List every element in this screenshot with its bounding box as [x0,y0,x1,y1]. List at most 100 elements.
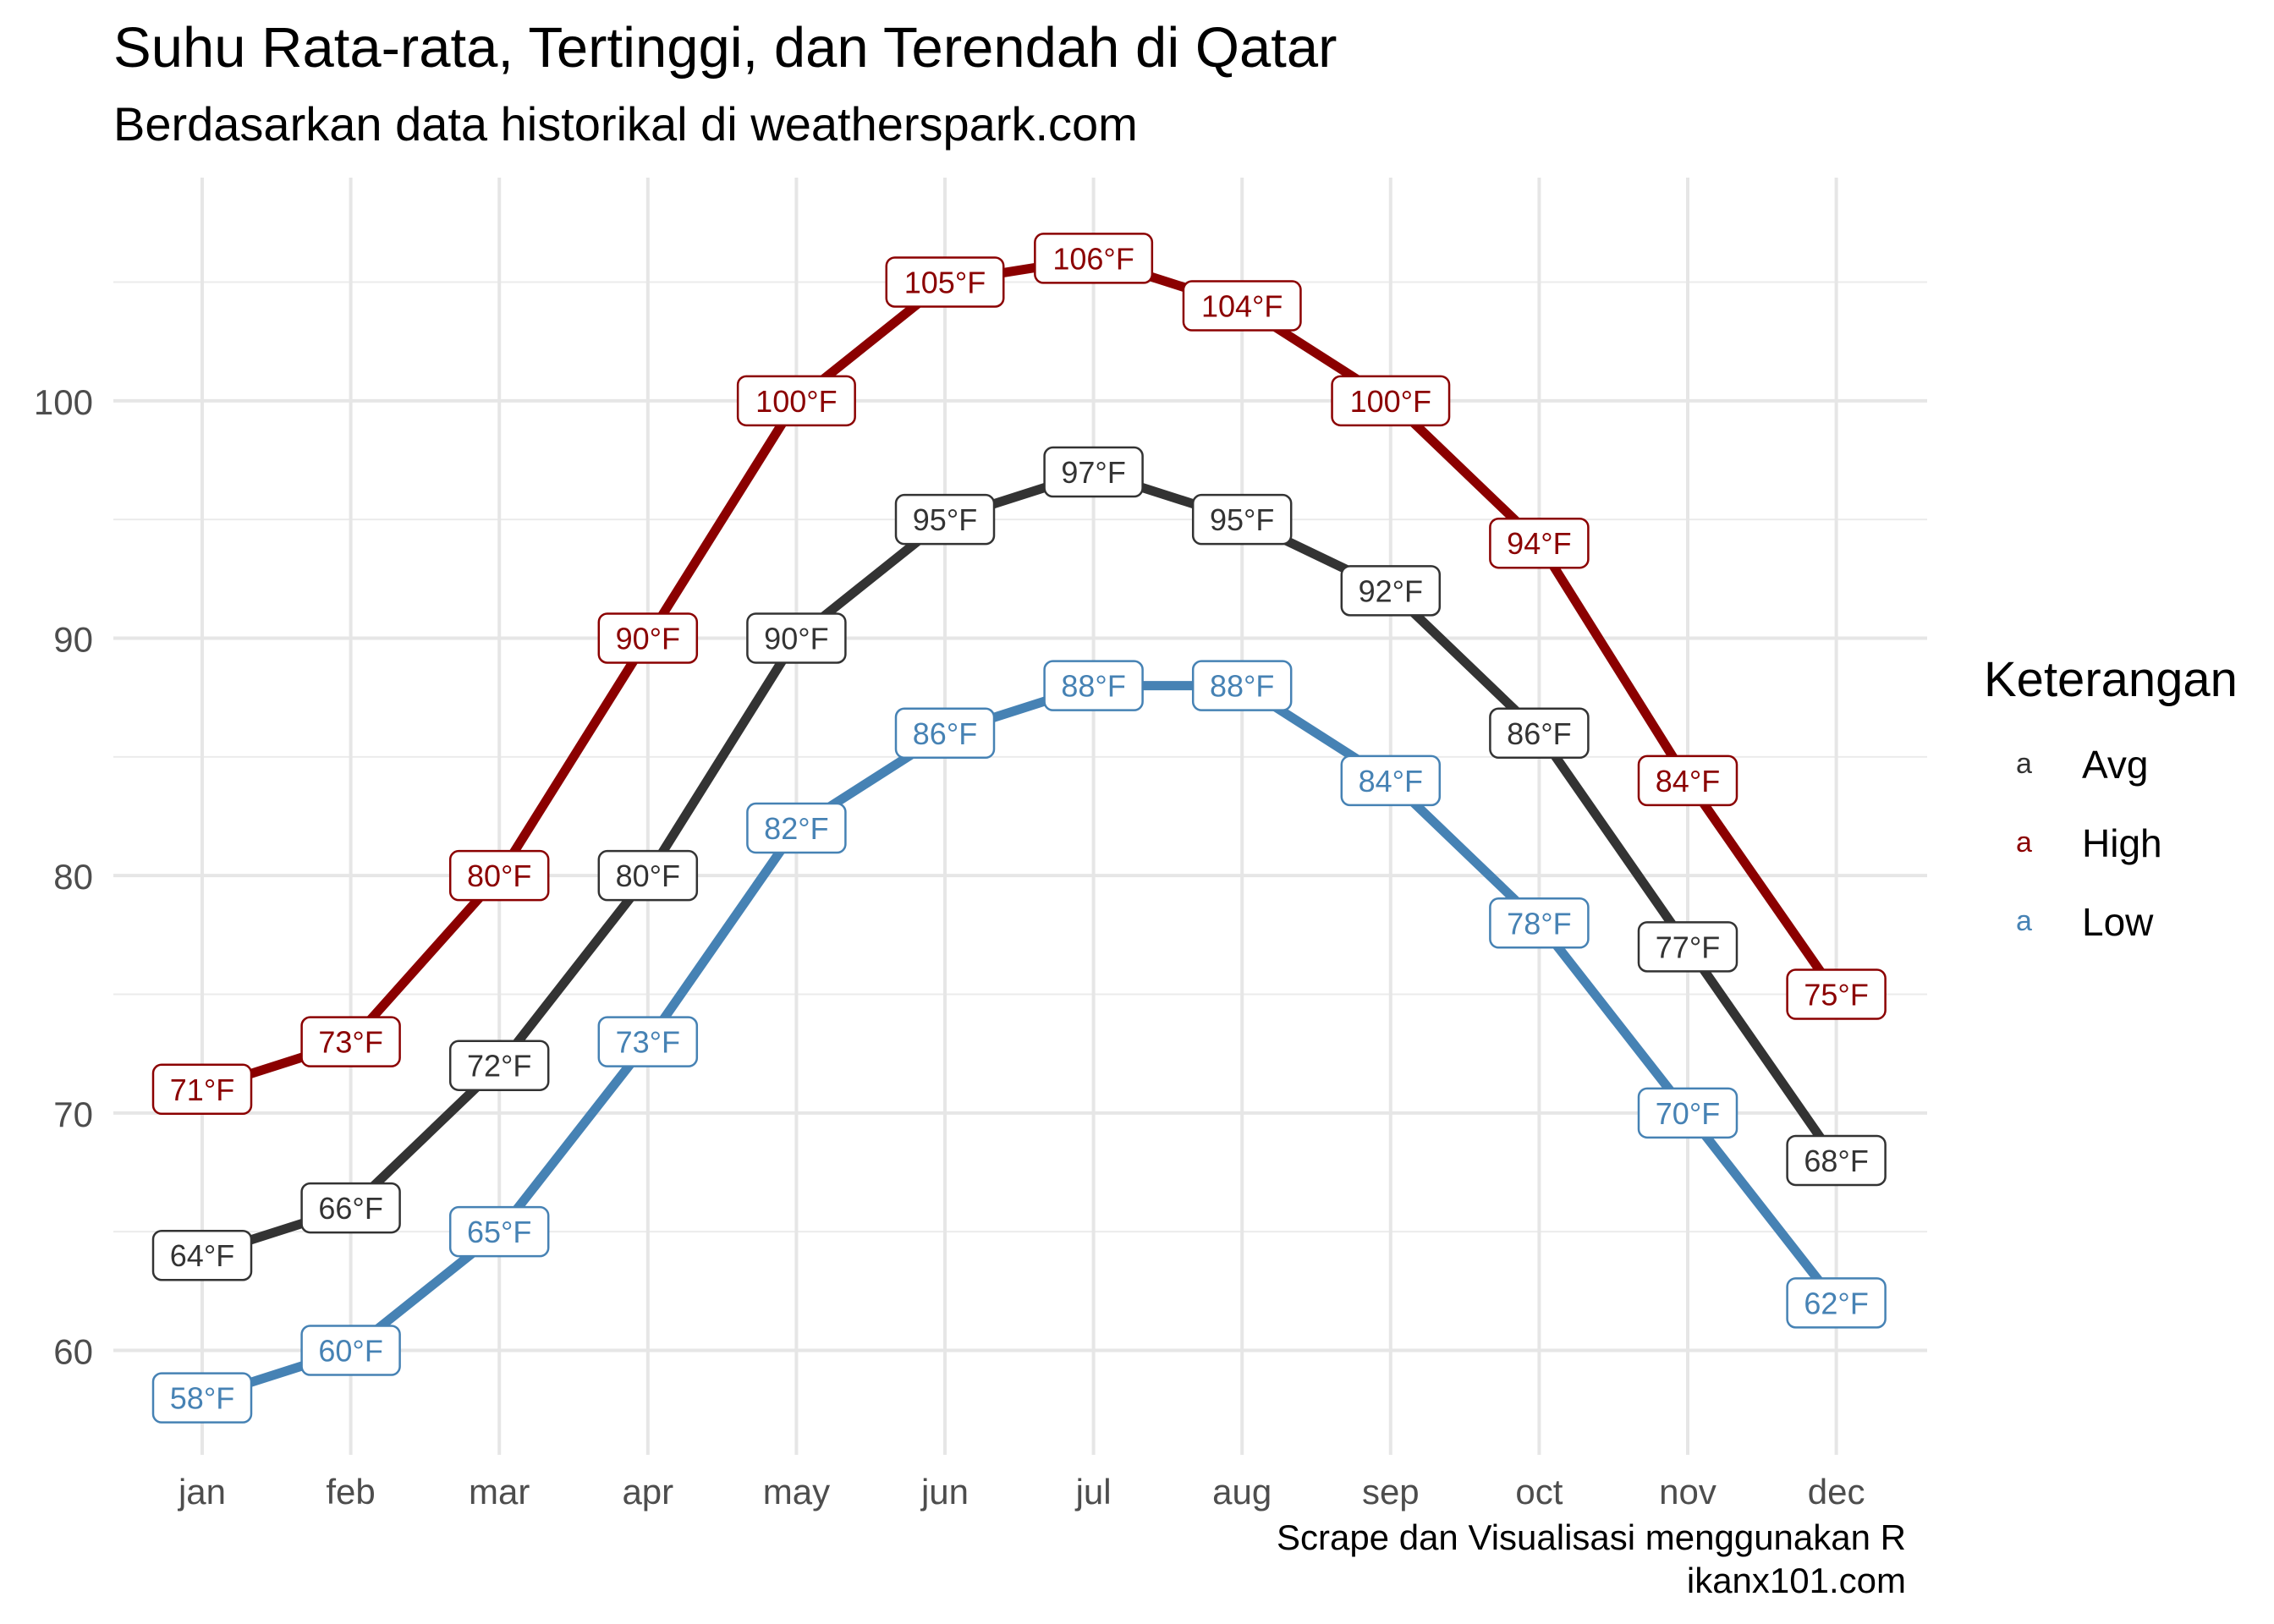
data-label-text: 95°F [913,502,977,537]
data-label-box [448,1205,550,1258]
y-tick-label: 70 [53,1095,93,1134]
data-label-high: 100°F [736,375,856,427]
data-label-box [1786,968,1887,1020]
data-label-text: 78°F [1507,906,1571,941]
data-label-text: 77°F [1656,930,1720,964]
data-label-box [597,1016,699,1067]
legend: Keterangan a Avg a High a Low [1984,651,2238,961]
data-label-box [597,612,699,664]
data-label-box [151,1372,253,1424]
data-label-high: 104°F [1182,280,1302,332]
data-label-avg: 95°F [894,493,996,546]
data-label-text: 66°F [318,1191,382,1226]
data-label-box [1637,921,1738,973]
data-label-text: 88°F [1210,669,1274,704]
data-label-box [1786,1134,1887,1187]
data-label-box [448,849,550,902]
data-label-text: 58°F [170,1381,234,1416]
data-label-low: 86°F [894,707,996,760]
data-label-box [746,802,847,854]
data-label-text: 73°F [318,1025,382,1060]
data-label-box [1489,897,1590,949]
data-label-text: 84°F [1359,764,1423,798]
data-label-text: 86°F [913,716,977,751]
data-label-low: 82°F [746,802,847,854]
data-label-low: 88°F [1191,660,1293,711]
data-label-box [1637,1087,1738,1139]
data-label-high: 73°F [300,1016,401,1067]
data-label-text: 94°F [1507,526,1571,561]
legend-label-low: Low [2082,899,2154,944]
series-line-low [200,681,1840,1402]
data-label-text: 80°F [467,859,531,893]
data-labels: 71°F 73°F 80°F 90°F 100°F 105°F 106°F 104°F 100°… [151,233,1887,1424]
data-label-text: 104°F [1201,289,1283,324]
data-label-avg: 77°F [1637,921,1738,973]
x-tick-label: jul [1074,1472,1112,1512]
data-label-high: 100°F [1331,375,1451,427]
x-tick-label: feb [326,1472,375,1512]
data-label-text: 100°F [1350,384,1431,419]
data-label-low: 78°F [1489,897,1590,949]
data-label-box [1034,233,1154,284]
data-label-text: 86°F [1507,716,1571,751]
data-label-high: 80°F [448,849,550,902]
data-label-box [1043,446,1144,498]
data-label-box [1043,660,1144,711]
data-label-avg: 95°F [1191,493,1293,546]
x-tick-label: may [763,1472,830,1512]
data-label-text: 60°F [318,1334,382,1369]
data-label-text: 92°F [1359,573,1423,608]
legend-item-high: a High [1984,804,2238,882]
legend-item-avg: a Avg [1984,725,2238,804]
data-label-text: 100°F [755,384,837,419]
legend-key-high: a [2016,826,2032,859]
y-axis: 60 70 80 90 100 [34,382,93,1372]
data-label-box [597,849,699,902]
x-tick-label: aug [1212,1472,1272,1512]
data-label-avg: 72°F [448,1040,550,1091]
data-label-low: 58°F [151,1372,253,1424]
data-label-low: 70°F [1637,1087,1738,1139]
data-label-box [746,612,847,664]
data-label-box [1489,707,1590,760]
data-label-avg: 92°F [1340,565,1442,617]
data-label-high: 105°F [885,256,1005,308]
y-tick-label: 90 [53,619,93,659]
series-lines [200,253,1841,1402]
x-tick-label: mar [469,1472,530,1512]
chart-title: Suhu Rata-rata, Tertinggi, dan Terendah … [113,16,1337,80]
x-tick-label: dec [1808,1472,1865,1512]
grid-lines [113,178,1927,1455]
data-label-low: 62°F [1786,1277,1887,1329]
data-label-avg: 97°F [1043,446,1144,498]
data-label-text: 65°F [467,1215,531,1249]
x-tick-label: apr [622,1472,673,1512]
data-label-box [1340,754,1442,807]
data-label-low: 73°F [597,1016,699,1067]
data-label-box [885,256,1005,308]
data-label-text: 84°F [1656,764,1720,798]
data-label-text: 70°F [1656,1096,1720,1131]
data-label-box [1637,754,1738,807]
data-label-text: 71°F [170,1073,234,1107]
data-label-text: 97°F [1061,455,1125,490]
x-axis: jan feb mar apr may jun jul aug sep oct nov dec [177,1472,1865,1512]
y-tick-label: 80 [53,857,93,897]
data-label-avg: 64°F [151,1229,253,1281]
x-tick-label: jun [920,1472,969,1512]
data-label-text: 75°F [1804,978,1868,1012]
caption-line-1: Scrape dan Visualisasi menggunakan R [1276,1517,1906,1557]
data-label-avg: 68°F [1786,1134,1887,1187]
data-label-box [1191,493,1293,546]
data-label-high: 106°F [1034,233,1154,284]
legend-item-low: a Low [1984,882,2238,961]
data-label-high: 84°F [1637,754,1738,807]
chart-subtitle: Berdasarkan data historikal di weathersp… [113,97,1138,151]
data-label-high: 71°F [151,1063,253,1116]
legend-key-low: a [2016,905,2032,937]
data-label-text: 68°F [1804,1144,1868,1178]
data-label-text: 72°F [467,1049,531,1084]
data-label-box [300,1016,401,1067]
